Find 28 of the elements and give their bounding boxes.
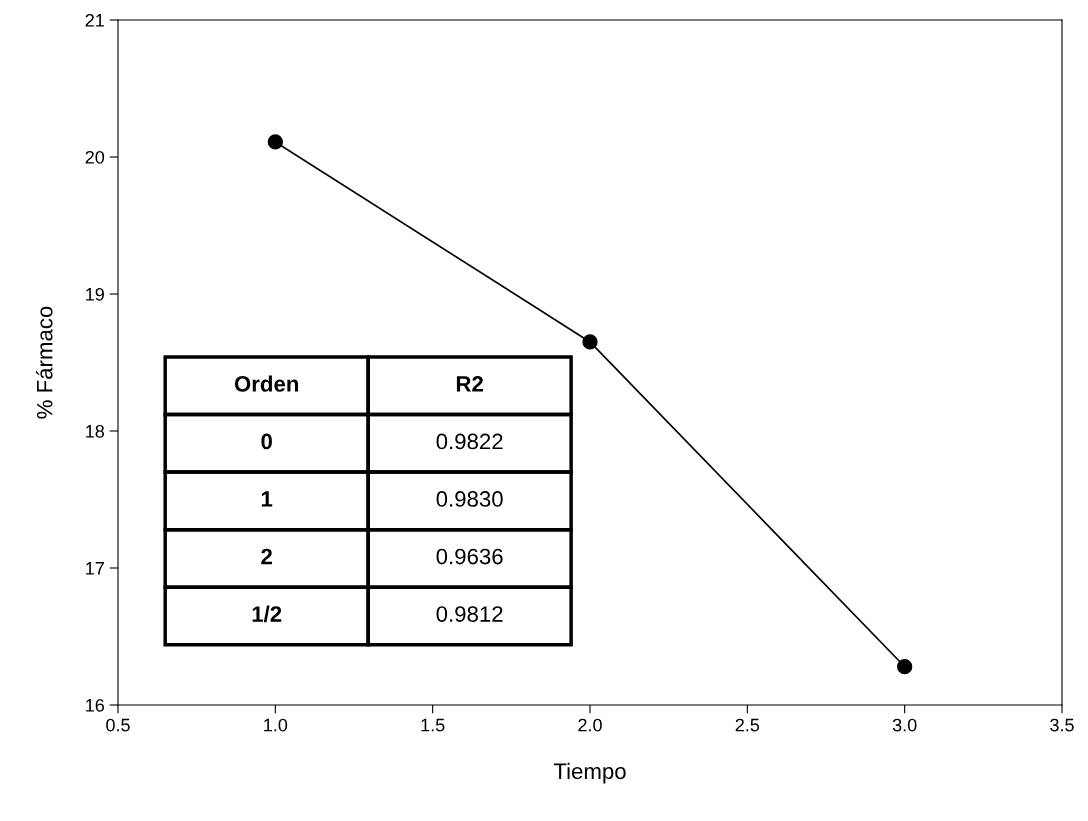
annotation: 2 [261, 548, 272, 565]
annotation: R2 [456, 376, 483, 392]
y-tick-label: 20 [85, 150, 105, 164]
y-tick-label: 19 [86, 287, 104, 301]
annotation: 0.9822 [436, 433, 503, 450]
x-tick-label: 3.5 [1050, 718, 1074, 732]
y-tick-label: 16 [86, 698, 105, 712]
x-axis-title: Tiempo [553, 762, 626, 784]
x-tick-label: 1.0 [264, 718, 288, 732]
point [267, 134, 283, 150]
y-axis-title: % Fármaco [35, 306, 53, 419]
x-tick-label: 0.5 [106, 718, 130, 732]
annotation: 1/2 [252, 605, 282, 623]
annotation: 0 [261, 433, 272, 450]
y-tick-label: 17 [86, 562, 104, 575]
x-tick-label: 1.5 [421, 718, 445, 732]
y-tick-label: 21 [85, 13, 104, 27]
annotation: 1 [261, 491, 273, 507]
point [582, 334, 598, 350]
x-tick-label: 2.5 [735, 718, 760, 732]
annotation: 0.9830 [436, 491, 503, 507]
annotation: 0.9812 [436, 606, 503, 622]
y-tick-label: 18 [86, 424, 105, 438]
x-tick-label: 3.0 [892, 718, 917, 732]
annotation: 0.9636 [436, 548, 503, 565]
point [897, 659, 913, 675]
annotation: Orden [234, 375, 299, 392]
x-tick-label: 2.0 [578, 718, 602, 732]
